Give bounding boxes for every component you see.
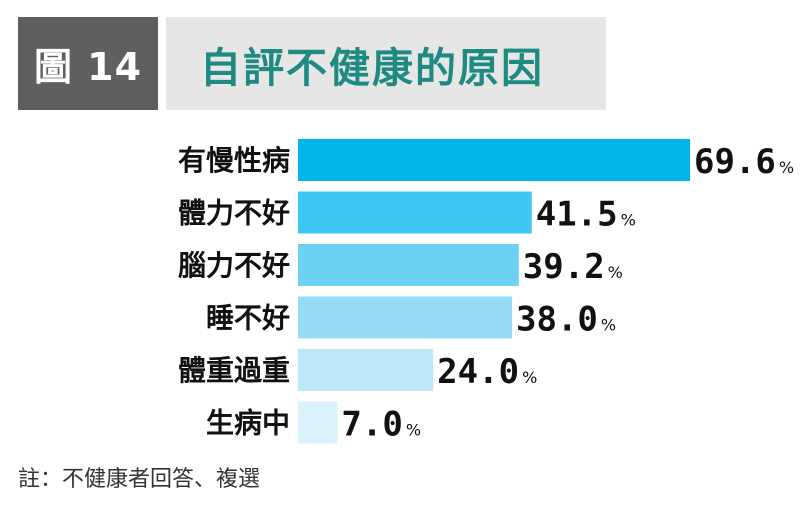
unit-label-4: % <box>522 368 537 387</box>
bar-5 <box>298 401 338 444</box>
bar-chart: 有慢性病 69.6 % 體力不好 41.5 % 腦力不好 39.2 % 睡不好 38.0 % 體重過重 2… <box>178 139 794 445</box>
category-label-5: 生病中 <box>206 407 290 440</box>
value-label-3: 38.0 <box>516 300 598 340</box>
unit-label-2: % <box>608 263 623 282</box>
value-label-2: 39.2 <box>523 247 605 287</box>
figure-badge: 圖 14 <box>18 17 158 110</box>
category-label-1: 體力不好 <box>178 197 290 230</box>
unit-label-3: % <box>601 316 616 335</box>
value-label-0: 69.6 <box>694 142 776 182</box>
bar-3 <box>298 296 513 339</box>
chart-title: 自評不健康的原因 <box>166 17 606 110</box>
bar-4 <box>298 349 434 391</box>
category-label-3: 睡不好 <box>206 302 290 335</box>
value-label-5: 7.0 <box>341 405 402 445</box>
bar-1 <box>298 191 532 234</box>
category-label-0: 有慢性病 <box>178 144 290 177</box>
footnote: 註：不健康者回答、複選 <box>18 467 261 492</box>
bar-2 <box>298 244 519 286</box>
value-label-4: 24.0 <box>437 352 519 392</box>
unit-label-5: % <box>406 421 421 440</box>
category-label-4: 體重過重 <box>178 354 290 387</box>
unit-label-0: % <box>779 158 794 177</box>
bar-0 <box>298 139 690 181</box>
category-label-2: 腦力不好 <box>178 249 290 282</box>
unit-label-1: % <box>621 211 636 230</box>
value-label-1: 41.5 <box>536 195 618 235</box>
